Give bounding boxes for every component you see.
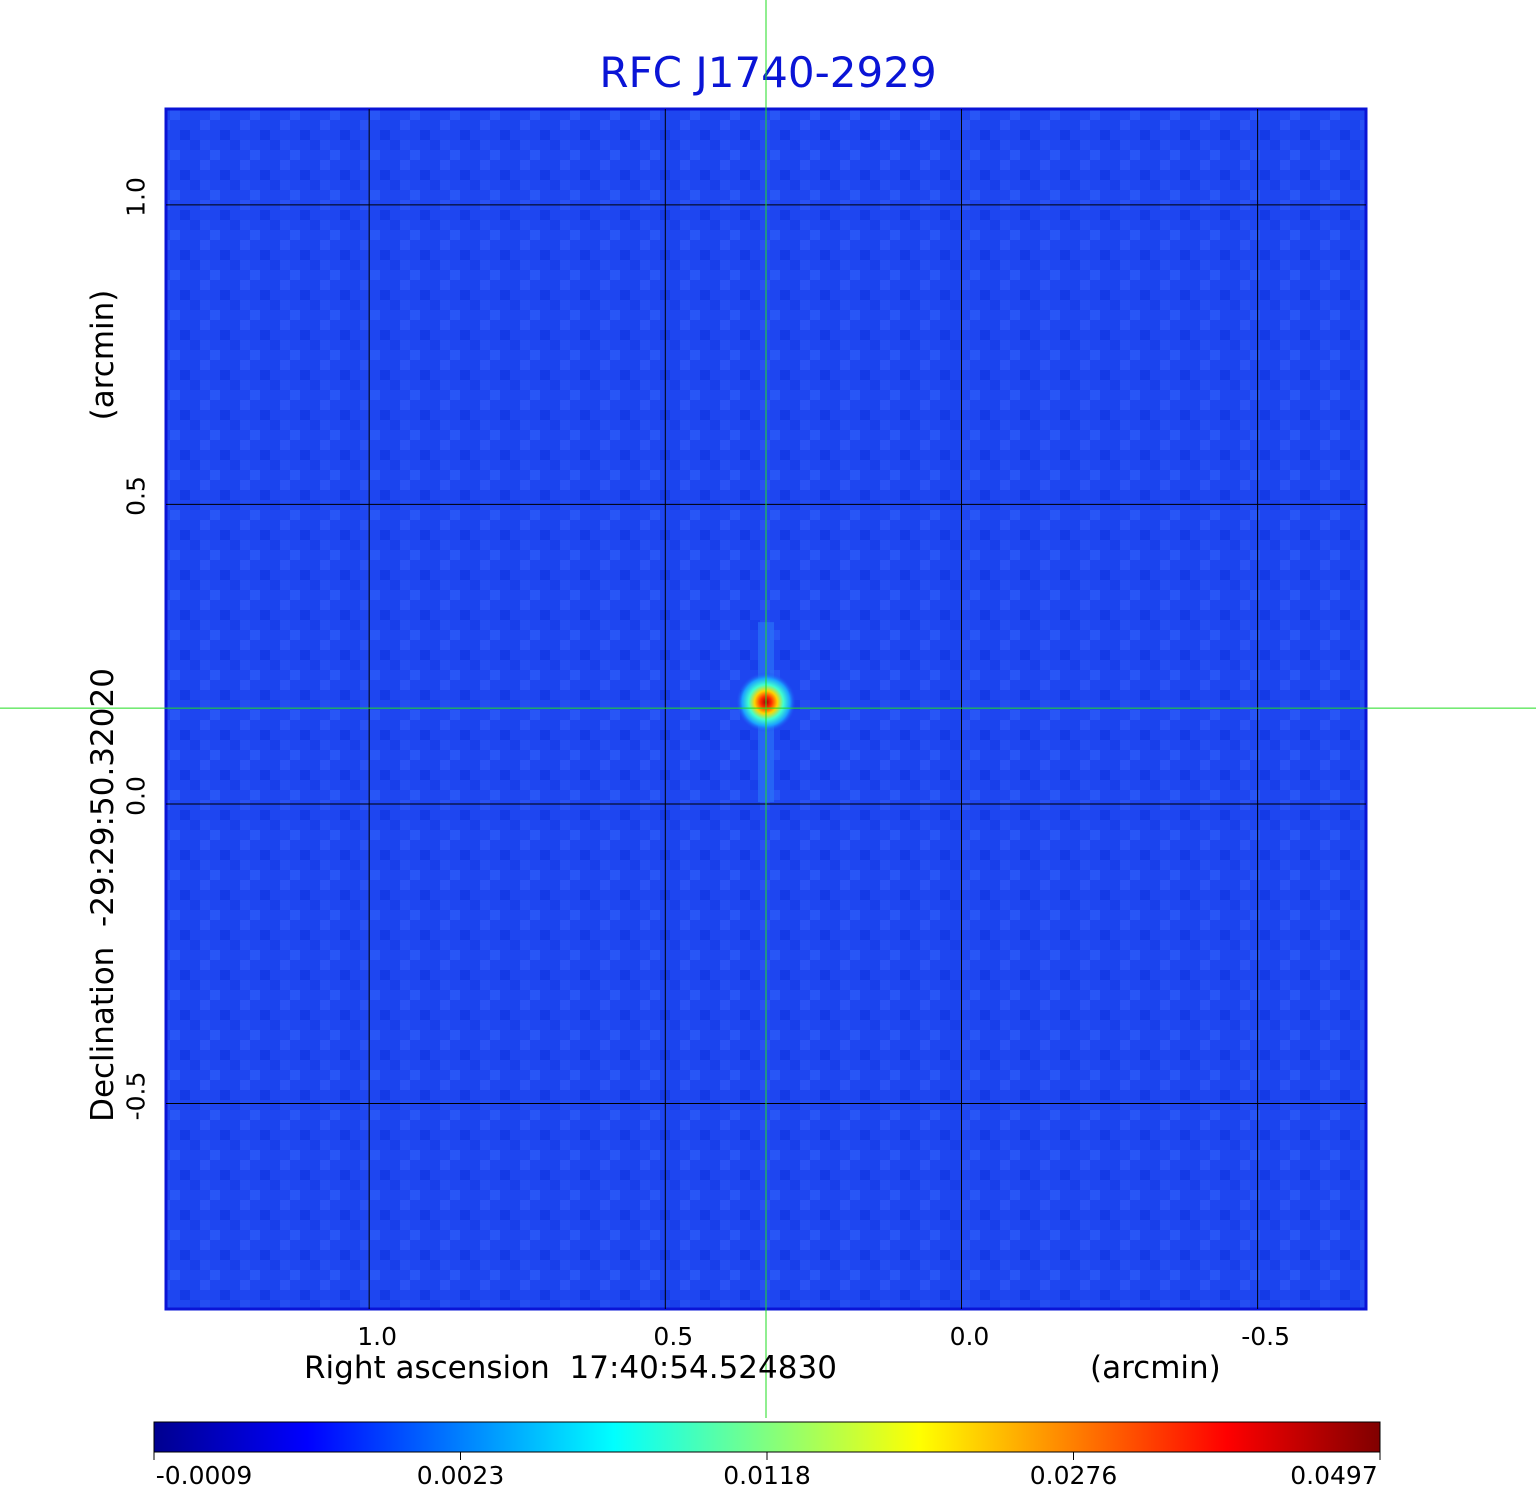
x-tick-label: 1.0 <box>357 1322 398 1351</box>
y-axis-label-center: -29:29:50.32020 <box>85 668 121 927</box>
colorbar-tick-label: -0.0009 <box>155 1461 253 1490</box>
y-tick-label: 0.0 <box>121 776 151 816</box>
crosshair <box>0 0 1536 1418</box>
colorbar-tick-label: 0.0276 <box>1029 1461 1118 1490</box>
chart-title: RFC J1740-2929 <box>599 48 937 97</box>
y-tick-label: -0.5 <box>121 1071 151 1120</box>
x-tick-label: -0.5 <box>1241 1322 1290 1351</box>
x-tick-label: 0.5 <box>653 1322 694 1351</box>
x-tick-label: 0.0 <box>949 1322 990 1351</box>
x-axis-label-center: 17:40:54.524830 <box>569 1350 837 1386</box>
colorbar-tick-label: 0.0497 <box>1290 1461 1378 1490</box>
colorbar <box>153 1421 1381 1453</box>
x-axis-unit: (arcmin) <box>1090 1350 1221 1386</box>
x-axis-label: Right ascension 17:40:54.524830 <box>304 1350 837 1386</box>
y-axis-label: Declination -29:29:50.32020 <box>85 668 121 1122</box>
y-tick-label: 1.0 <box>121 176 151 217</box>
y-tick-label: 0.5 <box>121 476 151 517</box>
colorbar-tick-label: 0.0118 <box>723 1461 811 1490</box>
y-axis-unit: (arcmin) <box>85 289 121 421</box>
colorbar-ticks <box>153 1452 1381 1460</box>
x-axis-label-prefix: Right ascension <box>304 1350 550 1386</box>
y-axis-label-prefix: Declination <box>85 946 121 1122</box>
colorbar-tick-label: 0.0023 <box>416 1461 505 1490</box>
